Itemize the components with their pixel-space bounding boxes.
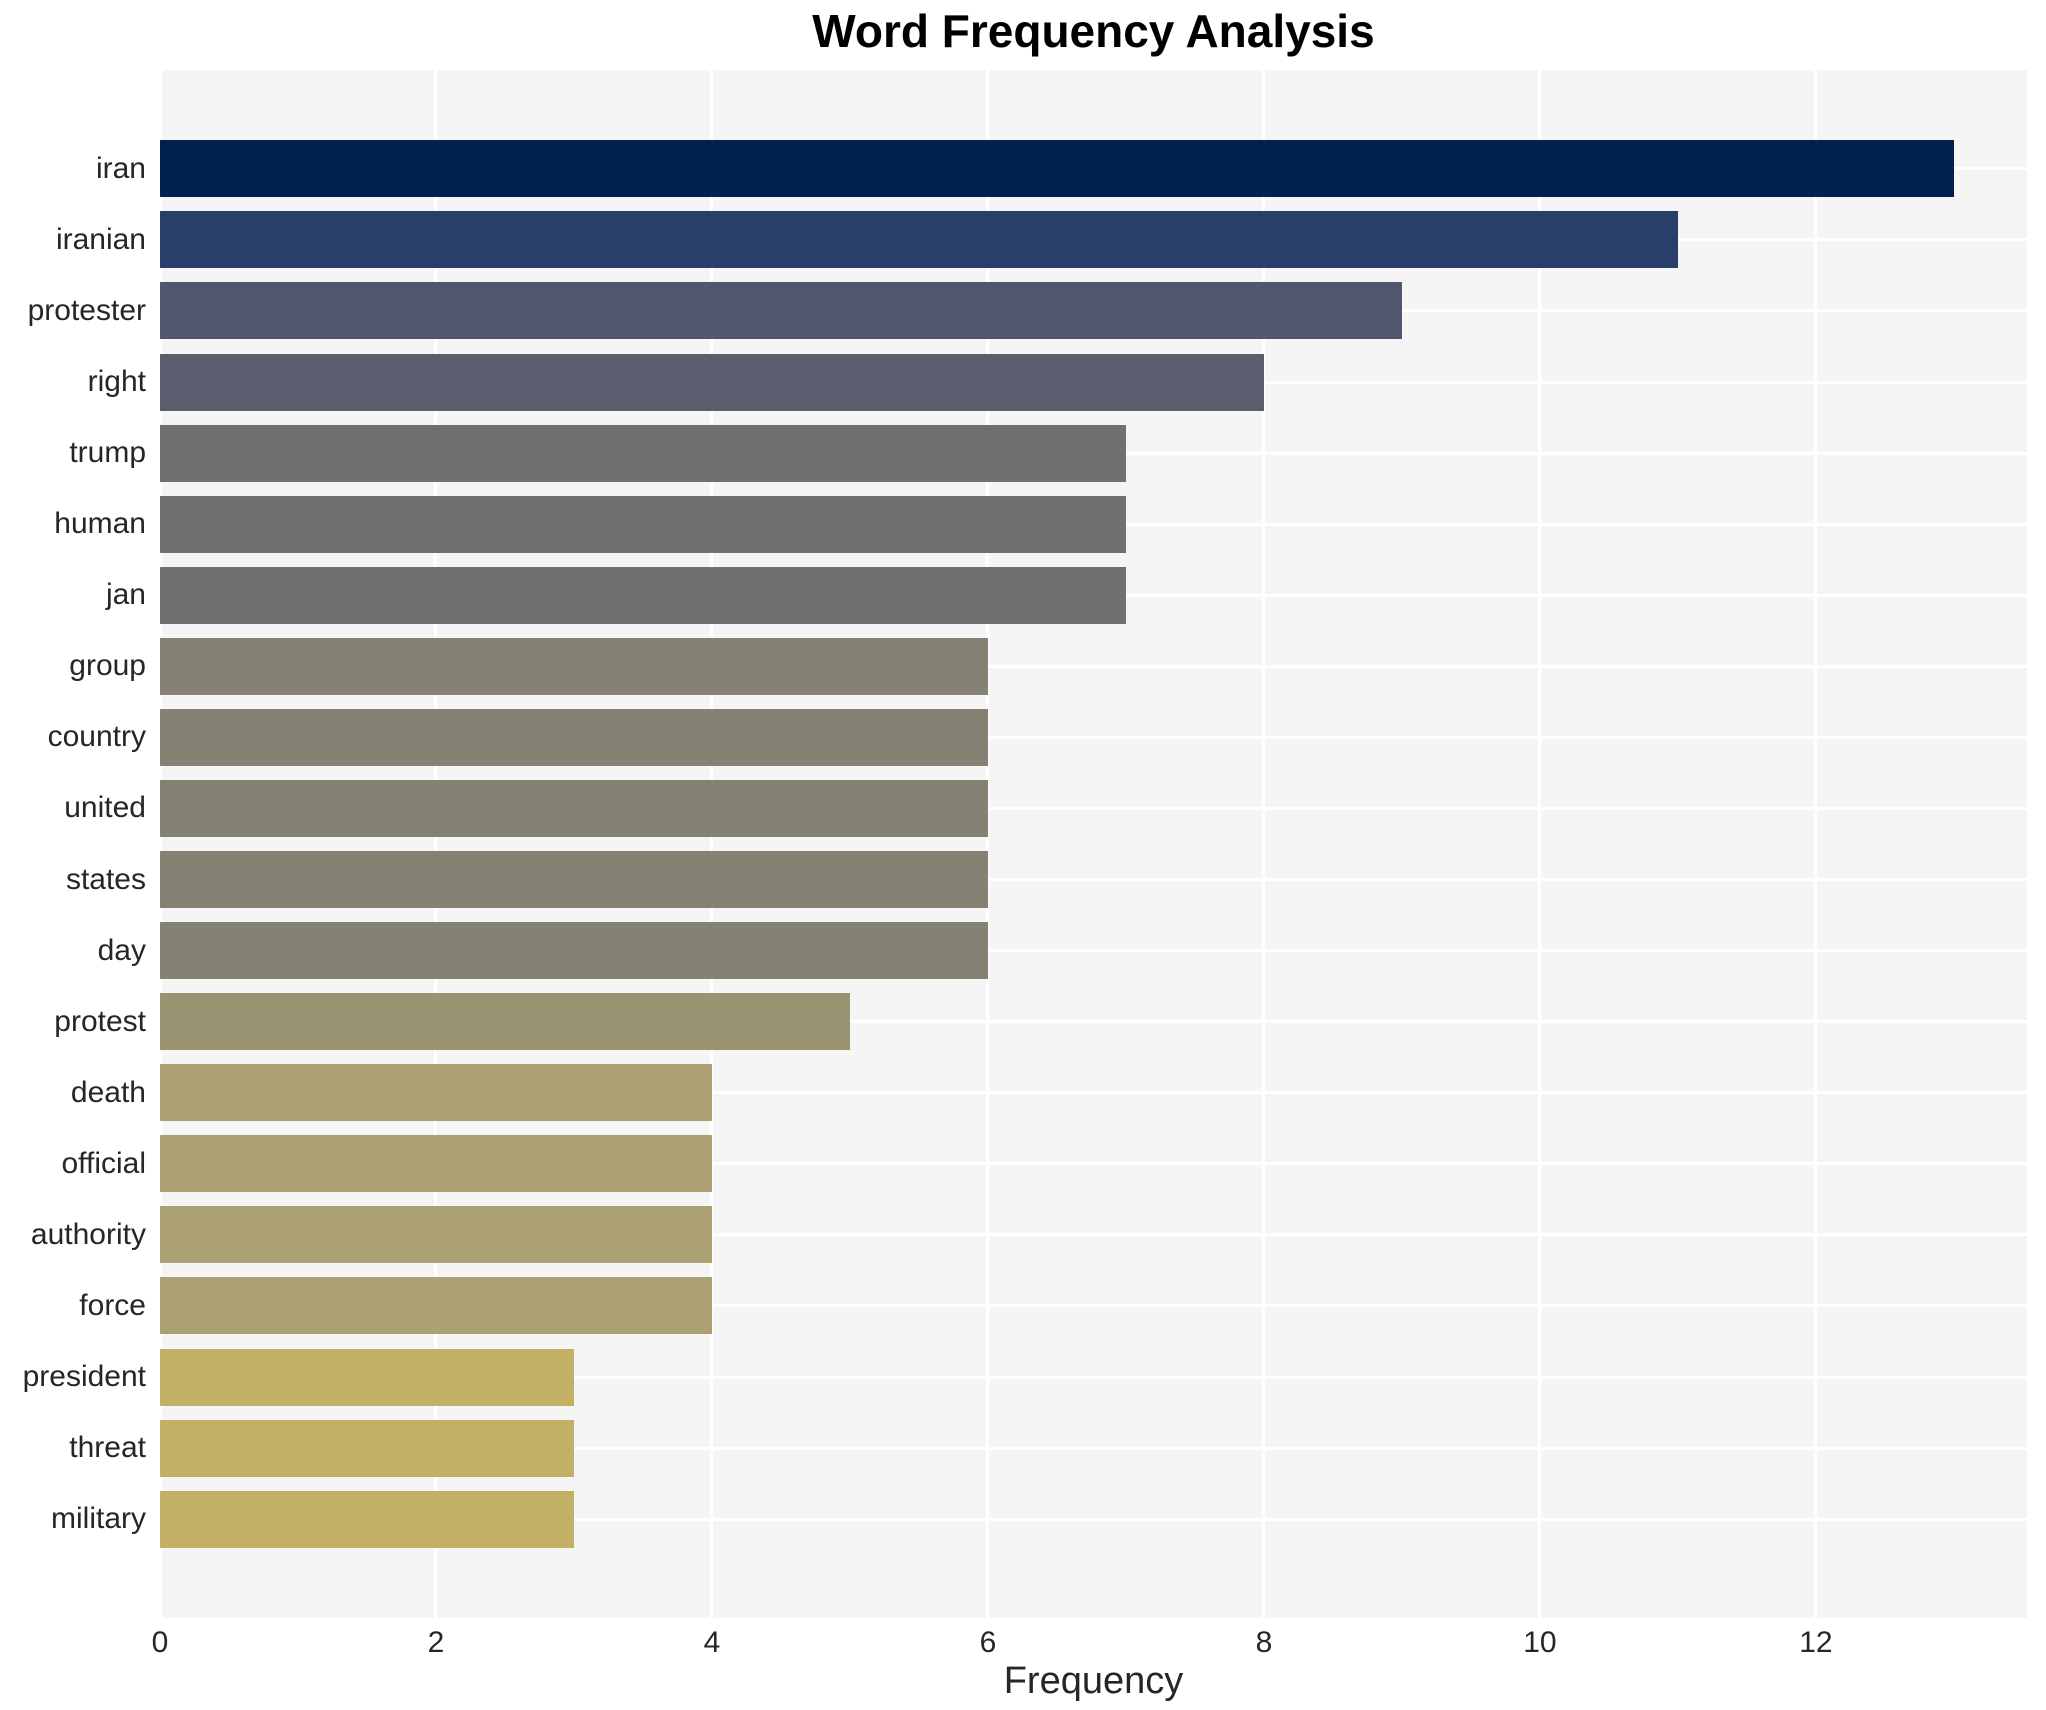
x-tick-label-10: 10	[1523, 1626, 1557, 1659]
x-tick-label-2: 2	[427, 1626, 445, 1659]
y-tick-label-trump: trump	[69, 436, 146, 470]
bar-right	[160, 353, 1264, 411]
bar-trump	[160, 424, 1126, 482]
bar-jan	[160, 566, 1126, 624]
y-tick-label-day: day	[97, 933, 146, 967]
y-tick-label-protester: protester	[27, 293, 146, 327]
gridline-x-0	[158, 70, 162, 1618]
gridline-y-day	[160, 949, 2027, 953]
x-tick-label-0: 0	[151, 1626, 169, 1659]
bar-group	[160, 637, 988, 695]
bar-president	[160, 1348, 574, 1406]
y-tick-label-authority: authority	[30, 1217, 146, 1251]
y-tick-label-death: death	[70, 1075, 146, 1109]
y-tick-label-jan: jan	[105, 578, 146, 612]
gridline-y-death	[160, 1091, 2027, 1095]
x-axis-label: Frequency	[1003, 1660, 1184, 1702]
gridline-y-country	[160, 735, 2027, 739]
x-tick-label-8: 8	[1255, 1626, 1273, 1659]
bar-authority	[160, 1206, 712, 1264]
gridline-x-2	[434, 70, 438, 1618]
gridline-y-official	[160, 1162, 2027, 1166]
gridline-x-8	[1262, 70, 1266, 1618]
bar-country	[160, 708, 988, 766]
gridline-x-10	[1538, 70, 1542, 1618]
y-tick-label-group: group	[69, 649, 146, 683]
y-tick-label-military: military	[51, 1502, 146, 1536]
y-tick-label-iran: iran	[95, 151, 146, 185]
bar-human	[160, 495, 1126, 553]
gridline-y-president	[160, 1375, 2027, 1379]
y-tick-label-threat: threat	[69, 1431, 146, 1465]
gridline-y-military	[160, 1517, 2027, 1521]
gridline-x-4	[710, 70, 714, 1618]
bar-united	[160, 779, 988, 837]
gridline-y-united	[160, 806, 2027, 810]
bar-states	[160, 851, 988, 909]
y-tick-label-force: force	[79, 1288, 146, 1322]
x-tick-label-4: 4	[703, 1626, 721, 1659]
gridline-y-states	[160, 878, 2027, 882]
bar-iran	[160, 140, 1954, 198]
y-tick-label-right: right	[87, 365, 146, 399]
bar-threat	[160, 1419, 574, 1477]
gridline-y-threat	[160, 1446, 2027, 1450]
gridline-y-group	[160, 664, 2027, 668]
bar-military	[160, 1490, 574, 1548]
y-tick-label-human: human	[54, 507, 146, 541]
y-tick-label-country: country	[47, 720, 146, 754]
bar-protest	[160, 993, 850, 1051]
bar-death	[160, 1064, 712, 1122]
x-tick-label-6: 6	[979, 1626, 997, 1659]
bar-day	[160, 922, 988, 980]
y-tick-label-states: states	[65, 862, 146, 896]
gridline-y-protest	[160, 1020, 2027, 1024]
bar-force	[160, 1277, 712, 1335]
y-tick-label-president: president	[22, 1360, 146, 1394]
gridline-x-6	[986, 70, 990, 1618]
y-tick-label-official: official	[61, 1146, 147, 1180]
y-tick-label-united: united	[64, 791, 146, 825]
gridline-y-authority	[160, 1233, 2027, 1237]
y-tick-label-protest: protest	[54, 1004, 146, 1038]
bar-iranian	[160, 211, 1678, 269]
bar-official	[160, 1135, 712, 1193]
x-tick-label-12: 12	[1799, 1626, 1833, 1659]
y-tick-label-iranian: iranian	[55, 222, 146, 256]
gridline-x-12	[1814, 70, 1818, 1618]
chart-title: Word Frequency Analysis	[812, 5, 1375, 57]
plot-area	[158, 70, 2027, 1618]
gridline-y-force	[160, 1304, 2027, 1308]
bar-protester	[160, 282, 1402, 340]
